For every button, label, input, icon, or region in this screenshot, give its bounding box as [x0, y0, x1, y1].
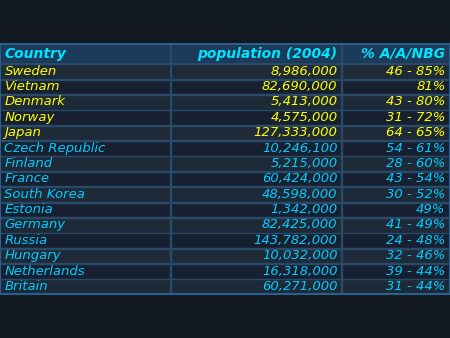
Text: % A/A/NBG: % A/A/NBG [361, 47, 446, 61]
Text: 60,271,000: 60,271,000 [262, 280, 338, 293]
Bar [0, 94, 450, 95]
Text: 8,986,000: 8,986,000 [270, 65, 338, 78]
Text: 31 - 72%: 31 - 72% [386, 111, 446, 124]
Text: Germany: Germany [4, 218, 66, 232]
Text: 81%: 81% [416, 80, 446, 93]
Bar [170, 44, 171, 294]
Text: 16,318,000: 16,318,000 [262, 265, 338, 277]
Bar [0, 171, 450, 187]
Bar [0, 248, 450, 263]
Text: Norway: Norway [4, 111, 55, 124]
Text: 32 - 46%: 32 - 46% [386, 249, 446, 262]
Text: 54 - 61%: 54 - 61% [386, 142, 446, 154]
Bar [0, 140, 450, 156]
Bar [0, 64, 450, 79]
Bar [0, 94, 450, 110]
Bar [0, 44, 450, 64]
Bar [0, 279, 450, 294]
Text: 5,413,000: 5,413,000 [270, 95, 338, 108]
Text: 39 - 44%: 39 - 44% [386, 265, 446, 277]
Text: Japan: Japan [4, 126, 41, 139]
Text: 82,690,000: 82,690,000 [262, 80, 338, 93]
Bar [0, 248, 450, 249]
Text: Vietnam: Vietnam [4, 80, 60, 93]
Bar [0, 217, 450, 233]
Bar [0, 263, 450, 279]
Text: 48,598,000: 48,598,000 [262, 188, 338, 201]
Bar [341, 44, 342, 294]
Bar [0, 110, 450, 125]
Bar [0, 125, 450, 140]
Bar [0, 171, 450, 172]
Text: 1,342,000: 1,342,000 [270, 203, 338, 216]
Bar [0, 125, 450, 126]
Text: 43 - 54%: 43 - 54% [386, 172, 446, 185]
Bar [0, 202, 450, 217]
Text: 4,575,000: 4,575,000 [270, 111, 338, 124]
Text: 31 - 44%: 31 - 44% [386, 280, 446, 293]
Bar [0, 187, 450, 202]
Text: 60,424,000: 60,424,000 [262, 172, 338, 185]
Text: 49%: 49% [416, 203, 446, 216]
Text: 10,032,000: 10,032,000 [262, 249, 338, 262]
Text: 10,246,100: 10,246,100 [262, 142, 338, 154]
Text: 5,215,000: 5,215,000 [270, 157, 338, 170]
Bar [0, 233, 450, 248]
Text: 41 - 49%: 41 - 49% [386, 218, 446, 232]
Text: Denmark: Denmark [4, 95, 65, 108]
Text: 28 - 60%: 28 - 60% [386, 157, 446, 170]
Text: South Korea: South Korea [4, 188, 86, 201]
Bar [0, 44, 450, 294]
Text: 43 - 80%: 43 - 80% [386, 95, 446, 108]
Text: 143,782,000: 143,782,000 [254, 234, 338, 247]
Text: France: France [4, 172, 50, 185]
Text: Finland: Finland [4, 157, 53, 170]
Text: 46 - 85%: 46 - 85% [386, 65, 446, 78]
Text: 30 - 52%: 30 - 52% [386, 188, 446, 201]
Bar [0, 156, 450, 171]
Text: Russia: Russia [4, 234, 48, 247]
Bar [0, 140, 450, 141]
Bar [0, 217, 450, 218]
Bar [0, 279, 450, 280]
Text: Czech Republic: Czech Republic [4, 142, 106, 154]
Text: Britain: Britain [4, 280, 48, 293]
Text: Estonia: Estonia [4, 203, 53, 216]
Text: 127,333,000: 127,333,000 [254, 126, 338, 139]
Text: population (2004): population (2004) [198, 47, 338, 61]
Text: Sweden: Sweden [4, 65, 57, 78]
Bar [0, 263, 450, 264]
Text: Country: Country [4, 47, 67, 61]
Text: 64 - 65%: 64 - 65% [386, 126, 446, 139]
Text: 24 - 48%: 24 - 48% [386, 234, 446, 247]
Text: 82,425,000: 82,425,000 [262, 218, 338, 232]
Text: Netherlands: Netherlands [4, 265, 85, 277]
Bar [0, 79, 450, 94]
Text: Hungary: Hungary [4, 249, 61, 262]
